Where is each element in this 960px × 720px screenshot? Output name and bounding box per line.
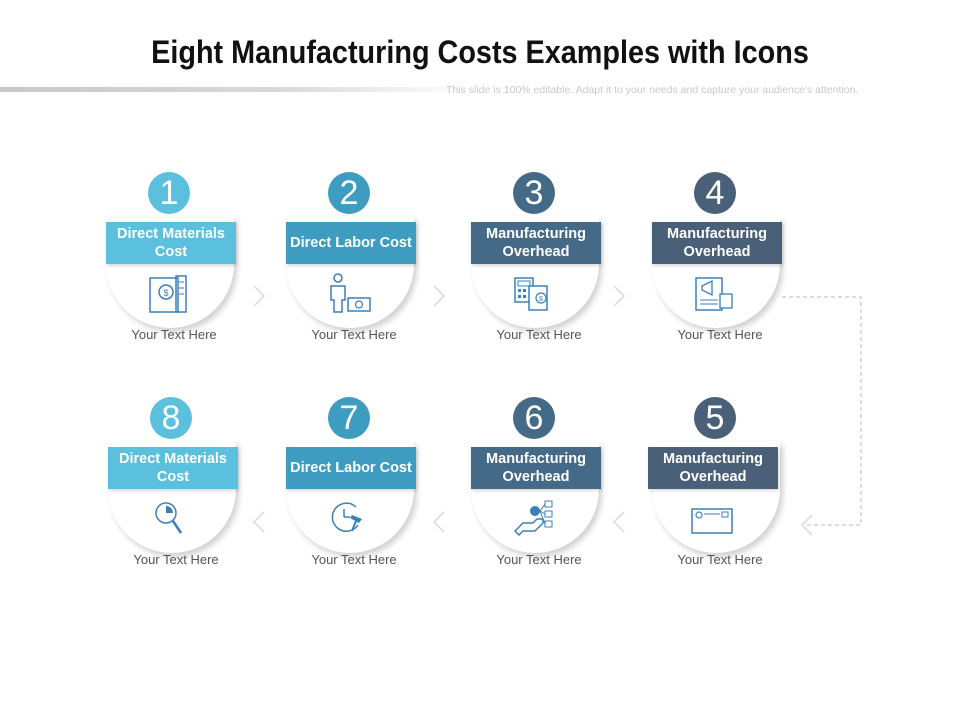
step-number: 3 xyxy=(513,172,555,214)
chevron-left-icon xyxy=(612,511,625,533)
chevron-left-icon xyxy=(252,511,265,533)
chevron-left-icon xyxy=(432,511,445,533)
step-label: Manufacturing Overhead xyxy=(471,222,601,264)
step-card-5: 5 Manufacturing Overhead Your Text Here xyxy=(648,397,788,567)
step-label: Manufacturing Overhead xyxy=(652,222,782,264)
step-number: 7 xyxy=(328,397,370,439)
step-label: Direct Labor Cost xyxy=(286,447,416,489)
step-number: 8 xyxy=(150,397,192,439)
page-title: Eight Manufacturing Costs Examples with … xyxy=(151,34,809,70)
step-card-6: 6 Manufacturing Overhead Your Text Here xyxy=(471,397,611,567)
calculator-invoice-icon: $ xyxy=(514,277,548,311)
step-number: 4 xyxy=(694,172,736,214)
subtitle: This slide is 100% editable. Adapt it to… xyxy=(446,84,859,96)
envelope-icon xyxy=(691,508,733,534)
clock-hammer-icon xyxy=(331,502,362,532)
step-text: Your Text Here xyxy=(677,552,763,567)
step-text: Your Text Here xyxy=(311,327,397,342)
svg-text:$: $ xyxy=(163,288,168,298)
step-text: Your Text Here xyxy=(131,327,217,342)
chevron-right-icon xyxy=(613,285,626,307)
step-text: Your Text Here xyxy=(496,327,582,342)
step-number: 2 xyxy=(328,172,370,214)
chevron-right-icon xyxy=(253,285,266,307)
step-label: Manufacturing Overhead xyxy=(648,447,778,489)
svg-text:$: $ xyxy=(539,296,543,303)
step-number: 1 xyxy=(148,172,190,214)
title-underline xyxy=(0,87,470,92)
money-document-icon: $ xyxy=(149,275,187,313)
step-label: Manufacturing Overhead xyxy=(471,447,601,489)
step-number: 5 xyxy=(694,397,736,439)
chevron-left-icon xyxy=(800,514,813,536)
worker-cash-icon xyxy=(330,273,371,313)
step-card-1: 1 Direct Materials Cost $ Your Text Here xyxy=(106,172,246,342)
step-label: Direct Labor Cost xyxy=(286,222,416,264)
step-label: Direct Materials Cost xyxy=(108,447,238,489)
step-card-7: 7 Direct Labor Cost Your Text Here xyxy=(286,397,426,567)
step-card-4: 4 Manufacturing Overhead Your Text Here xyxy=(652,172,792,342)
marketing-report-icon xyxy=(695,277,733,311)
step-card-2: 2 Direct Labor Cost Your Text Here xyxy=(286,172,426,342)
step-text: Your Text Here xyxy=(311,552,397,567)
step-text: Your Text Here xyxy=(133,552,219,567)
step-card-3: 3 Manufacturing Overhead $ Your Text Her… xyxy=(471,172,611,342)
hand-network-icon xyxy=(513,500,553,537)
magnifier-chart-icon xyxy=(155,502,183,534)
step-label: Direct Materials Cost xyxy=(106,222,236,264)
step-text: Your Text Here xyxy=(677,327,763,342)
step-card-8: 8 Direct Materials Cost Your Text Here xyxy=(108,397,248,567)
chevron-right-icon xyxy=(433,285,446,307)
step-text: Your Text Here xyxy=(496,552,582,567)
step-number: 6 xyxy=(513,397,555,439)
